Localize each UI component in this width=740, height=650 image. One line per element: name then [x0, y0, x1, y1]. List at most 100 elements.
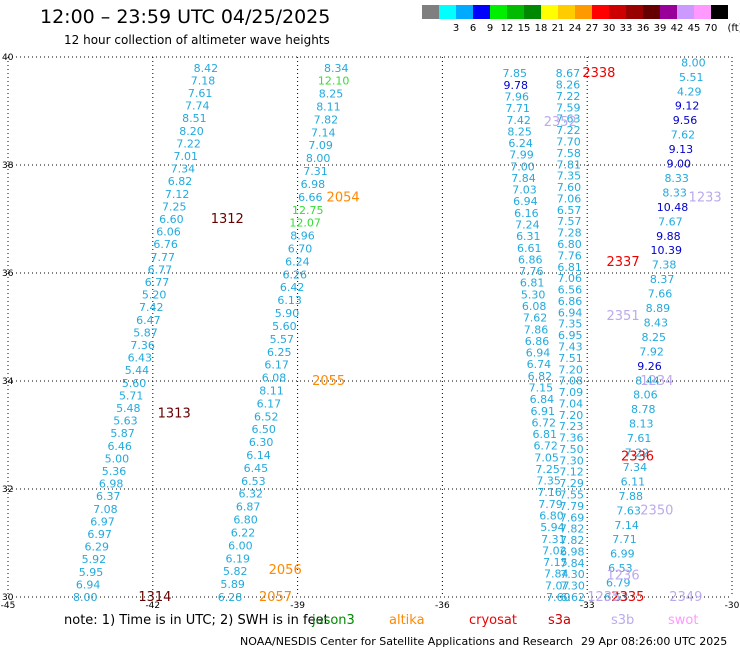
legend-label: 45 [687, 23, 701, 34]
pass-number-label: 1235 [587, 590, 620, 605]
wave-height-value: 6.43 [128, 352, 153, 365]
wave-height-value: 8.67 [556, 67, 581, 80]
wave-height-value: 7.81 [556, 158, 581, 171]
wave-height-value: 7.59 [556, 101, 581, 114]
wave-height-value: 7.84 [560, 557, 585, 570]
legend-label: 39 [653, 23, 667, 34]
wave-height-value: 6.46 [107, 440, 132, 453]
wave-height-value: 8.06 [633, 389, 658, 402]
wave-height-value: 8.34 [324, 62, 349, 75]
pass-number-label: 2337 [607, 255, 640, 270]
wave-height-value: 5.51 [679, 71, 704, 84]
wave-height-value: 7.67 [658, 215, 683, 228]
lat-tick-label: 30 [2, 593, 14, 603]
lon-tick-label: -30 [725, 601, 740, 611]
wave-height-value: 6.91 [531, 405, 556, 418]
wave-height-value: 7.14 [614, 519, 639, 532]
wave-height-value: 5.60 [122, 377, 147, 390]
wave-height-value: 8.11 [259, 384, 284, 397]
wave-height-value: 6.37 [96, 490, 121, 503]
wave-height-value: 6.81 [520, 277, 545, 290]
wave-height-value: 7.23 [559, 420, 584, 433]
pass-number-label: 2350 [640, 504, 673, 519]
wave-height-value: 8.11 [316, 101, 341, 114]
wave-height-value: 6.76 [153, 238, 178, 251]
wave-height-value: 6.94 [513, 195, 538, 208]
wave-height-value: 6.74 [527, 358, 552, 371]
satellite-legend-cryosat: cryosat [469, 613, 517, 628]
legend-swatch [558, 5, 575, 19]
lon-tick-label: -36 [435, 601, 450, 611]
wave-height-value: 6.52 [254, 410, 279, 423]
legend-label: 33 [619, 23, 633, 34]
generation-timestamp: 29 Apr 08:26:00 UTC 2025 [581, 635, 728, 648]
wave-height-value: 8.37 [650, 273, 675, 286]
wave-height-value: 5.71 [119, 389, 144, 402]
wave-height-value: 7.70 [556, 136, 581, 149]
wave-height-value: 7.06 [557, 192, 582, 205]
track-cryosat-2337: 6.627.307.307.846.987.827.827.697.797.55… [556, 67, 585, 604]
wave-height-value: 5.36 [102, 465, 127, 478]
wave-height-value: 7.42 [139, 301, 164, 314]
wave-height-value: 7.96 [504, 90, 529, 103]
wave-height-value: 6.81 [532, 428, 557, 441]
wave-height-value: 5.92 [82, 553, 107, 566]
wave-height-value: 7.00 [510, 160, 535, 173]
wave-height-value: 8.33 [662, 186, 687, 199]
wave-height-value: 7.61 [188, 87, 213, 100]
wave-height-value: 7.76 [519, 265, 544, 278]
wave-height-value: 9.12 [675, 100, 700, 113]
wave-height-value: 8.25 [641, 331, 666, 344]
wave-height-value: 7.18 [191, 74, 216, 87]
wave-height-value: 6.29 [84, 541, 109, 554]
wave-height-value: 8.25 [507, 125, 532, 138]
wave-height-value: 7.36 [130, 339, 155, 352]
wave-height-value: 6.00 [228, 539, 253, 552]
legend-swatch [473, 5, 490, 19]
credit-line: NOAA/NESDIS Center for Satellite Applica… [240, 635, 574, 648]
wave-height-value: 7.09 [308, 139, 333, 152]
wave-height-value: 7.15 [529, 381, 554, 394]
wave-height-value: 5.63 [113, 415, 138, 428]
wave-height-value: 5.95 [79, 566, 104, 579]
wave-height-value: 7.01 [174, 150, 199, 163]
wave-height-value: 8.00 [73, 591, 98, 604]
wave-height-value: 6.94 [76, 578, 101, 591]
wave-height-value: 6.24 [508, 137, 533, 150]
wave-height-value: 7.30 [560, 568, 585, 581]
wave-height-value: 7.62 [523, 312, 548, 325]
wave-height-value: 7.79 [560, 500, 585, 513]
wave-height-value: 8.89 [646, 302, 671, 315]
wave-height-value: 6.86 [558, 295, 583, 308]
wave-height-value: 7.60 [546, 591, 571, 604]
wave-height-value: 6.11 [621, 475, 646, 488]
wave-height-value: 7.43 [558, 340, 583, 353]
wave-height-value: 6.28 [218, 591, 243, 604]
wave-height-value: 8.33 [664, 172, 689, 185]
wave-height-value: 12.07 [289, 217, 321, 230]
wave-height-value: 5.94 [540, 521, 565, 534]
legend-swatch [677, 5, 694, 19]
legend-swatch [626, 5, 643, 19]
wave-height-value: 6.13 [277, 294, 302, 307]
wave-height-value: 7.08 [93, 503, 118, 516]
wave-height-value: 6.87 [236, 501, 261, 514]
wave-height-value: 6.84 [530, 393, 555, 406]
legend-label: 24 [568, 23, 582, 34]
wave-height-value: 7.28 [557, 227, 582, 240]
pass-number-label: 1312 [211, 212, 244, 227]
satellite-legend-swot: swot [668, 613, 699, 628]
wave-height-value: 5.20 [142, 289, 167, 302]
wave-height-value: 9.13 [669, 143, 694, 156]
wave-height-value: 7.05 [534, 451, 559, 464]
wave-height-value: 7.60 [557, 181, 582, 194]
wave-height-value: 6.70 [288, 243, 313, 256]
wave-height-value: 7.82 [560, 534, 585, 547]
wave-height-value: 6.98 [560, 545, 585, 558]
wave-height-value: 9.26 [637, 360, 662, 373]
lat-tick-label: 32 [2, 485, 13, 495]
lat-tick-label: 36 [2, 269, 14, 279]
wave-height-value: 7.35 [558, 318, 583, 331]
map-title: 12:00 – 23:59 UTC 04/25/2025 [40, 6, 331, 28]
map-subtitle: 12 hour collection of altimeter wave hei… [64, 33, 330, 47]
